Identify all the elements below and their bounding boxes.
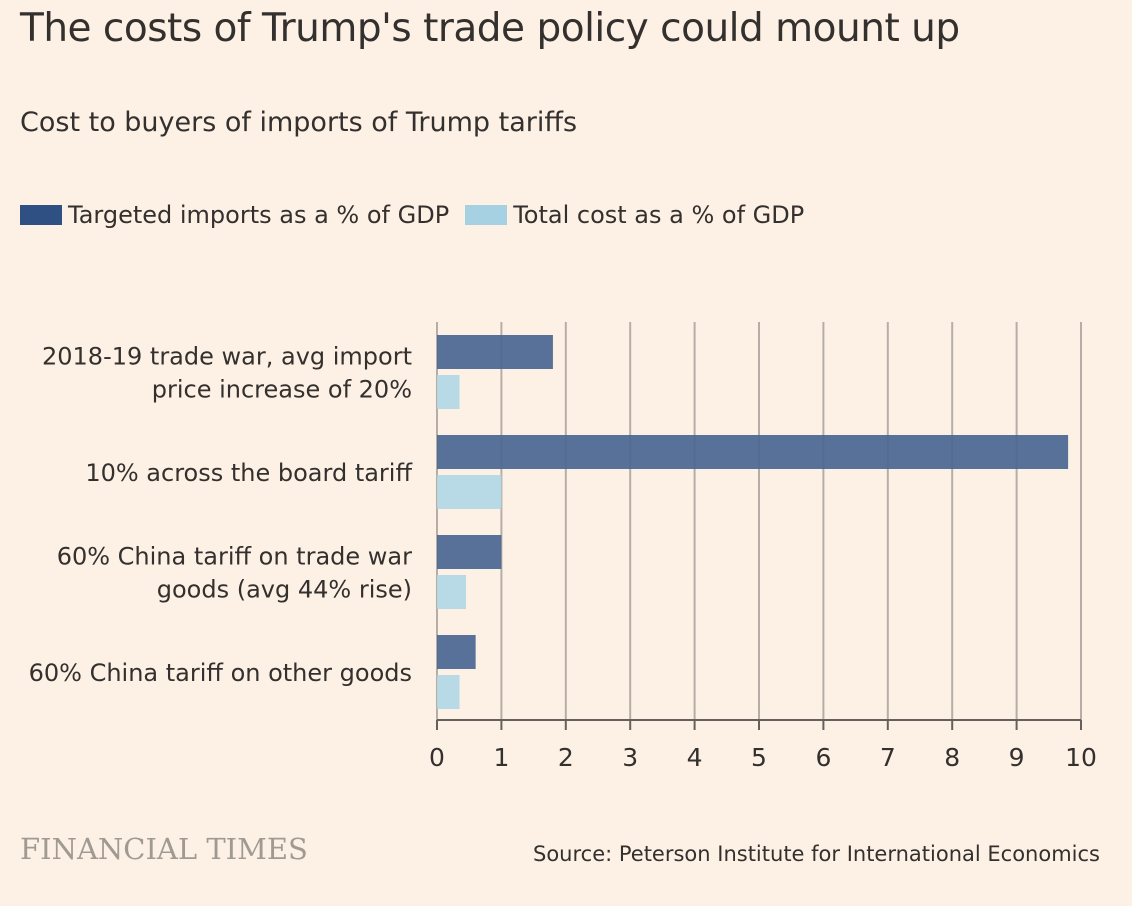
category-label-2-line-1: goods (avg 44% rise) xyxy=(157,576,412,604)
category-label-1-line-0: 10% across the board tariff xyxy=(85,459,412,487)
legend-item-targeted-imports: Targeted imports as a % of GDP xyxy=(20,201,449,229)
category-label-0-line-1: price increase of 20% xyxy=(152,376,412,404)
x-tick-label-2: 2 xyxy=(558,743,574,772)
chart-subtitle: Cost to buyers of imports of Trump tarif… xyxy=(20,107,578,138)
legend-label-total-cost: Total cost as a % of GDP xyxy=(513,201,805,229)
x-tick-label-8: 8 xyxy=(944,743,960,772)
category-label-3-line-0: 60% China tariff on other goods xyxy=(29,659,412,687)
x-tick-label-6: 6 xyxy=(815,743,831,772)
source-note: Source: Peterson Institute for Internati… xyxy=(532,842,1100,866)
ft-logo: FINANCIAL TIMES xyxy=(20,832,308,866)
x-tick-label-1: 1 xyxy=(493,743,509,772)
legend-swatch-dark xyxy=(20,205,62,225)
x-tick-label-7: 7 xyxy=(880,743,896,772)
bar-targeted-imports-0 xyxy=(437,335,553,369)
legend-item-total-cost: Total cost as a % of GDP xyxy=(465,201,804,229)
category-label-2-line-0: 60% China tariff on trade war xyxy=(57,543,412,571)
x-tick-label-5: 5 xyxy=(751,743,767,772)
axis-layer: 0 1 2 3 4 5 6 7 8 9 10 xyxy=(429,719,1097,772)
bar-layer xyxy=(437,335,1069,709)
grid-layer xyxy=(436,322,1082,720)
legend-label-targeted-imports: Targeted imports as a % of GDP xyxy=(68,201,450,229)
x-tick-label-10: 10 xyxy=(1065,743,1097,772)
bar-targeted-imports-1 xyxy=(437,435,1069,469)
x-tick-label-3: 3 xyxy=(622,743,638,772)
x-tick-label-9: 9 xyxy=(1009,743,1025,772)
x-tick-label-4: 4 xyxy=(687,743,703,772)
bar-total-cost-0 xyxy=(437,375,460,409)
category-label-0-line-0: 2018-19 trade war, avg import xyxy=(42,343,412,371)
category-label-layer: 2018-19 trade war, avg import price incre… xyxy=(29,343,413,688)
bar-targeted-imports-2 xyxy=(437,535,502,569)
bar-total-cost-1 xyxy=(437,475,502,509)
bar-targeted-imports-3 xyxy=(437,635,476,669)
x-tick-label-0: 0 xyxy=(429,743,445,772)
bar-total-cost-2 xyxy=(437,575,466,609)
legend: Targeted imports as a % of GDP Total cos… xyxy=(20,201,820,229)
legend-swatch-light xyxy=(465,205,508,225)
bar-total-cost-3 xyxy=(437,675,460,709)
chart-title: The costs of Trump's trade policy could … xyxy=(20,6,960,51)
